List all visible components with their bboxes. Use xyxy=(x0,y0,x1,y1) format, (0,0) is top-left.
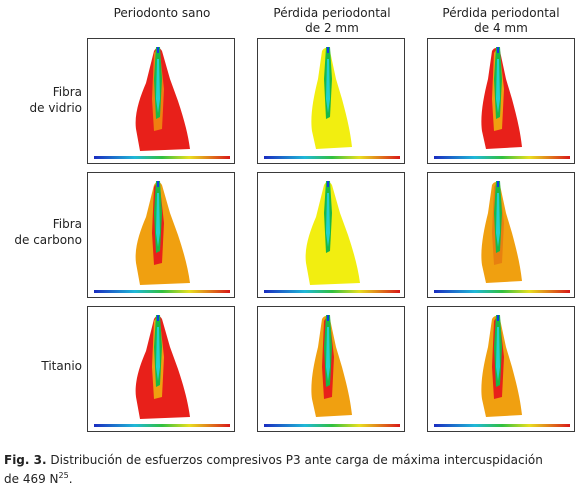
stress-panel xyxy=(257,38,405,164)
row-header-2-line1: Fibra xyxy=(52,217,82,231)
caption-label: Fig. 3. xyxy=(4,453,47,467)
column-header-3-line1: Pérdida periodontal xyxy=(442,6,560,20)
stress-panel xyxy=(87,38,235,164)
tooth-stress-map xyxy=(94,315,230,427)
row-header-2: Fibra de carbono xyxy=(0,216,82,248)
column-header-2-line1: Pérdida periodontal xyxy=(273,6,391,20)
tooth-stress-map xyxy=(264,315,400,427)
column-header-1-line1: Periodonto sano xyxy=(113,6,211,20)
row-header-1: Fibra de vidrio xyxy=(0,84,82,116)
caption-line2: de 469 N xyxy=(4,472,59,486)
tooth-stress-map xyxy=(434,181,570,293)
stress-panel xyxy=(427,306,575,432)
row-header-1-line1: Fibra xyxy=(52,85,82,99)
column-header-3: Pérdida periodontal de 4 mm xyxy=(426,6,576,36)
row-header-1-line2: de vidrio xyxy=(29,101,82,115)
stress-panel xyxy=(257,306,405,432)
column-header-2-line2: de 2 mm xyxy=(305,21,359,35)
tooth-stress-map xyxy=(434,315,570,427)
column-header-1: Periodonto sano xyxy=(87,6,237,21)
caption-end: . xyxy=(68,472,73,486)
tooth-stress-map xyxy=(94,47,230,159)
caption-superscript: 25 xyxy=(58,471,69,480)
stress-panel xyxy=(427,38,575,164)
stress-panel xyxy=(87,306,235,432)
tooth-stress-map xyxy=(434,47,570,159)
stress-panel xyxy=(257,172,405,298)
figure-caption: Fig. 3. Distribución de esfuerzos compre… xyxy=(4,452,578,487)
column-header-3-line2: de 4 mm xyxy=(474,21,528,35)
tooth-stress-map xyxy=(264,47,400,159)
caption-text: Distribución de esfuerzos compresivos P3… xyxy=(46,453,543,467)
row-header-3: Titanio xyxy=(0,358,82,374)
stress-panel xyxy=(87,172,235,298)
column-header-2: Pérdida periodontal de 2 mm xyxy=(257,6,407,36)
row-header-3-line1: Titanio xyxy=(41,359,82,373)
stress-panel xyxy=(427,172,575,298)
row-header-2-line2: de carbono xyxy=(14,233,82,247)
tooth-stress-map xyxy=(264,181,400,293)
tooth-stress-map xyxy=(94,181,230,293)
